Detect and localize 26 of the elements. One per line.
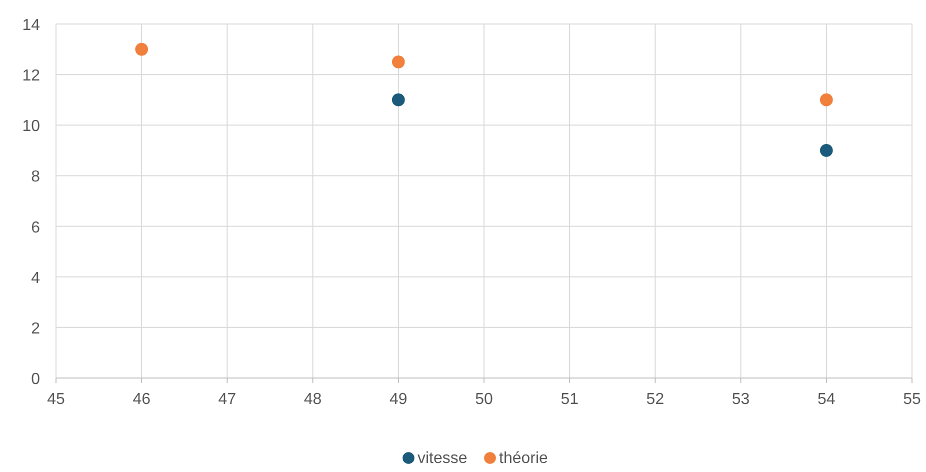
x-tick-label: 47 xyxy=(218,391,236,408)
x-tick-label: 48 xyxy=(304,391,322,408)
point xyxy=(392,93,405,106)
x-tick-label: 45 xyxy=(47,391,65,408)
x-tick-label: 53 xyxy=(732,391,750,408)
y-tick-label: 12 xyxy=(22,68,40,85)
legend-label: théorie xyxy=(499,450,548,467)
x-tick-label: 55 xyxy=(903,391,921,408)
y-tick-label: 8 xyxy=(31,168,40,186)
x-tick-label: 50 xyxy=(475,391,493,408)
y-tick-label: 14 xyxy=(22,17,40,34)
y-tick-label: 4 xyxy=(31,270,40,287)
point xyxy=(135,42,148,56)
y-tick-label: 6 xyxy=(31,219,40,236)
x-tick-label: 46 xyxy=(132,391,151,408)
x-tick-label: 52 xyxy=(646,391,664,408)
y-tick-label: 10 xyxy=(22,118,40,136)
point xyxy=(392,56,405,68)
x-tick-label: 49 xyxy=(390,391,408,408)
y-tick-label: 2 xyxy=(31,320,40,338)
x-tick-label: 51 xyxy=(560,391,579,408)
x-tick-label: 54 xyxy=(818,391,836,408)
y-tick-label: 0 xyxy=(31,371,40,388)
point xyxy=(820,144,833,157)
point xyxy=(820,93,833,106)
legend-label: vitesse xyxy=(418,450,468,467)
